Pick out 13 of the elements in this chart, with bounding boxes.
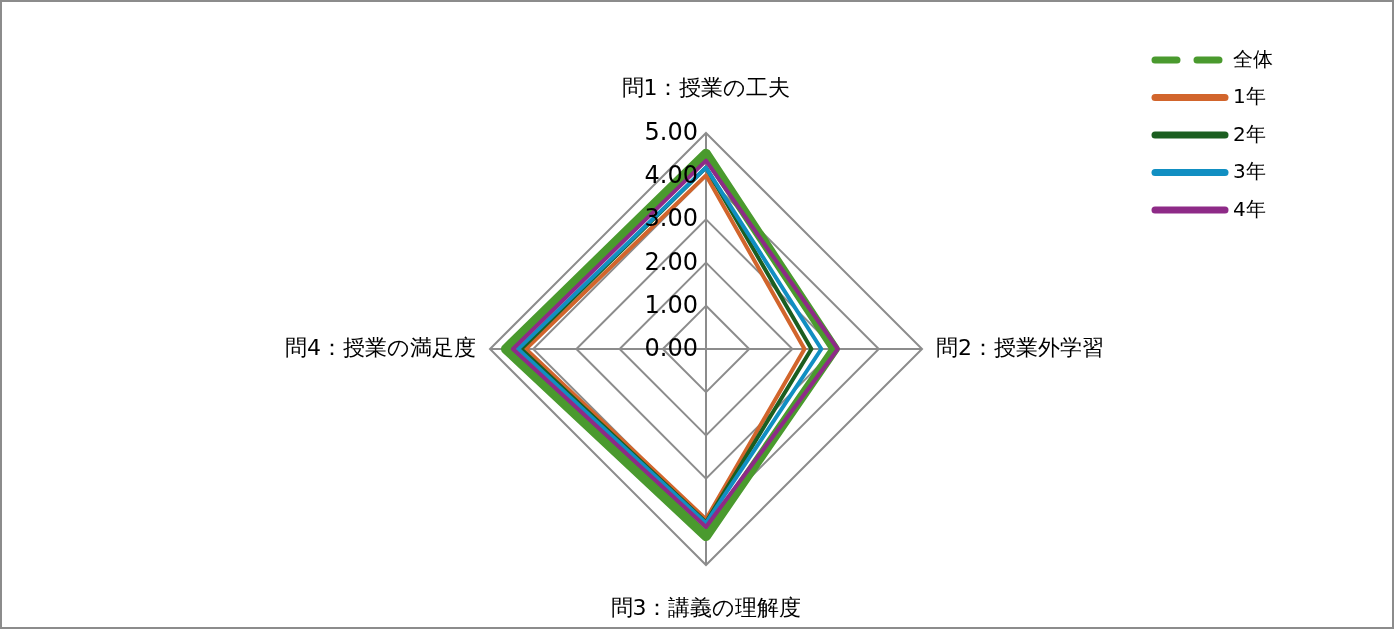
spoke-label: 問1：授業の工夫: [621, 75, 791, 100]
legend-label: 全体: [1233, 46, 1273, 71]
spoke-label: 問4：授業の満足度: [285, 335, 476, 360]
legend-label: 4年: [1233, 196, 1266, 221]
spoke-label: 問2：授業外学習: [936, 335, 1104, 360]
spoke-label: 問3：講義の理解度: [610, 595, 802, 620]
y-tick-label: 2.00: [644, 247, 698, 276]
y-tick-label: 1.00: [644, 290, 698, 319]
legend-label: 1年: [1233, 84, 1266, 108]
legend-label: 2年: [1233, 121, 1266, 146]
y-tick-label: 0.00: [644, 334, 698, 362]
y-tick-label: 5.00: [644, 118, 698, 146]
legend-label: 3年: [1233, 159, 1266, 183]
